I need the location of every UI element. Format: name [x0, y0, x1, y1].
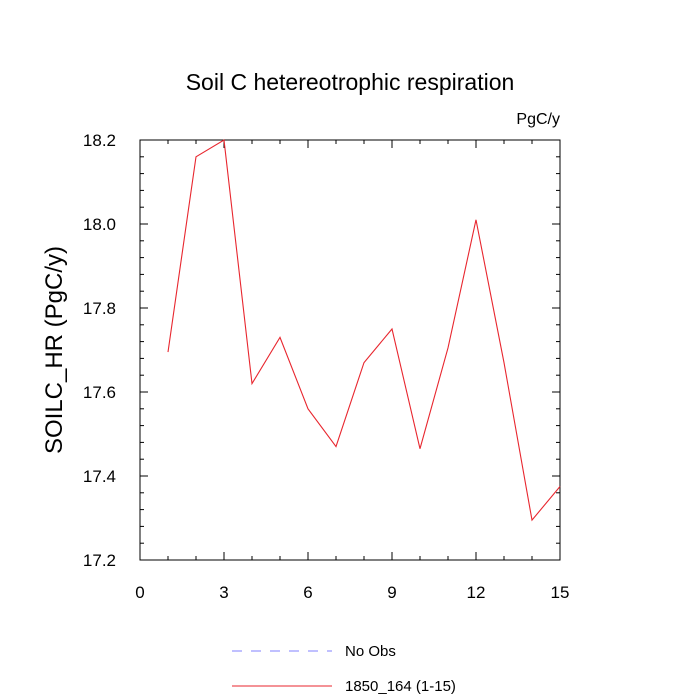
y-tick-label: 17.4	[83, 467, 116, 486]
y-tick-label: 17.8	[83, 299, 116, 318]
y-tick-label: 17.2	[83, 551, 116, 570]
x-tick-label: 3	[219, 583, 228, 602]
legend-label: 1850_164 (1-15)	[345, 678, 456, 695]
plot-frame	[139, 139, 561, 561]
y-tick-label: 17.6	[83, 383, 116, 402]
axes: 0 3 6 9 12 15 17.2 17.4 17.6 17.8 18.0 18.2	[83, 131, 570, 602]
y-tick-label: 18.2	[83, 131, 116, 150]
x-tick-label: 12	[467, 583, 486, 602]
x-tick-label: 6	[303, 583, 312, 602]
units-label: PgC/y	[516, 111, 560, 128]
y-axis-label: SOILC_HR (PgC/y)	[41, 246, 68, 454]
legend-label: No Obs	[345, 643, 396, 660]
x-tick-label: 9	[387, 583, 396, 602]
y-tick-label: 18.0	[83, 215, 116, 234]
x-tick-label: 15	[551, 583, 570, 602]
chart-title: Soil C hetereotrophic respiration	[186, 69, 515, 95]
x-tick-label: 0	[135, 583, 144, 602]
series-layer	[167, 139, 561, 522]
legend: No Obs 1850_164 (1-15)	[232, 643, 456, 695]
series-line	[167, 139, 561, 522]
